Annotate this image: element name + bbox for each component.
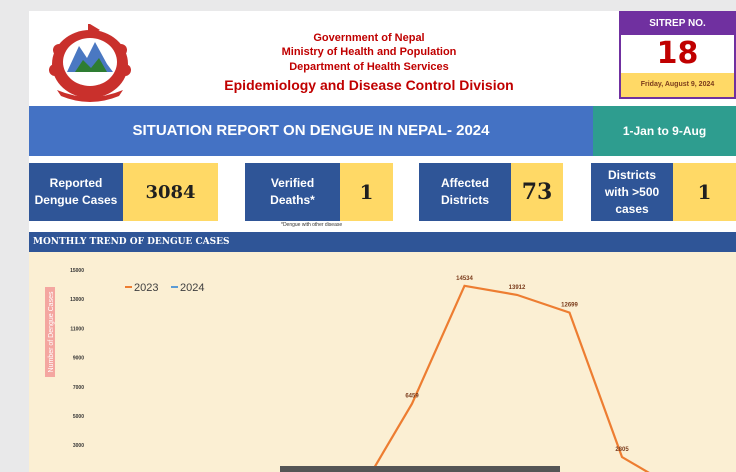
report-date-range: 1-Jan to 9-Aug <box>593 106 736 156</box>
data-label-2023: 14534 <box>456 276 473 282</box>
stat-over500-label: Districts with >500 cases <box>591 163 673 221</box>
legend-entry-2024: 2024 <box>180 282 204 294</box>
y-tick-label: 9000 <box>73 356 84 362</box>
header-department: Department of Health Services <box>289 61 449 73</box>
y-tick-label: 7000 <box>73 385 84 391</box>
deaths-footnote: *Dengue with other disease <box>281 222 343 228</box>
y-tick-label: 15000 <box>70 268 84 274</box>
series-line-2023 <box>370 284 650 472</box>
header-ministry: Ministry of Health and Population <box>281 46 457 58</box>
sitrep-box: SITREP NO. 18 Friday, August 9, 2024 <box>619 11 736 99</box>
stat-deaths-label: Verified Deaths* <box>245 163 340 221</box>
report-title: SITUATION REPORT ON DENGUE IN NEPAL- 202… <box>29 106 593 156</box>
stat-districts-value: 73 <box>511 163 563 221</box>
sitrep-date: Friday, August 9, 2024 <box>621 73 734 97</box>
overlay-bar <box>280 466 560 472</box>
y-axis-label-bg <box>45 287 55 377</box>
data-label-2023: 2805 <box>615 447 629 453</box>
stat-districts-label: Affected Districts <box>419 163 511 221</box>
chart-background <box>29 252 736 472</box>
y-tick-label: 3000 <box>73 443 84 449</box>
y-axis-label-group: Number of Dengue Cases <box>45 287 55 377</box>
data-label-2023: 12699 <box>561 303 578 309</box>
stat-reported-value: 3084 <box>123 163 218 221</box>
y-tick-label: 13000 <box>70 297 84 303</box>
header-division: Epidemiology and Disease Control Divisio… <box>224 77 514 93</box>
y-tick-label: 5000 <box>73 414 84 420</box>
monthly-trend-chart: 10003000500070009000110001300015000Numbe… <box>45 268 650 472</box>
stat-deaths-value: 1 <box>340 163 393 221</box>
trend-header: MONTHLY TREND OF DENGUE CASES <box>29 232 736 252</box>
sitrep-page: Government of Nepal Ministry of Health a… <box>29 11 736 472</box>
stat-over500-value: 1 <box>673 163 736 221</box>
y-axis-label: Number of Dengue Cases <box>48 291 55 372</box>
data-label-2023: 6459 <box>405 394 419 400</box>
stat-reported-label: Reported Dengue Cases <box>29 163 123 221</box>
sitrep-label: SITREP NO. <box>621 13 734 35</box>
data-label-2023: 13912 <box>509 285 526 291</box>
legend-entry-2023: 2023 <box>134 282 158 294</box>
nepal-emblem-icon <box>49 24 131 102</box>
sitrep-number: 18 <box>656 36 699 71</box>
y-tick-label: 11000 <box>70 326 84 332</box>
header-government: Government of Nepal <box>313 32 425 44</box>
